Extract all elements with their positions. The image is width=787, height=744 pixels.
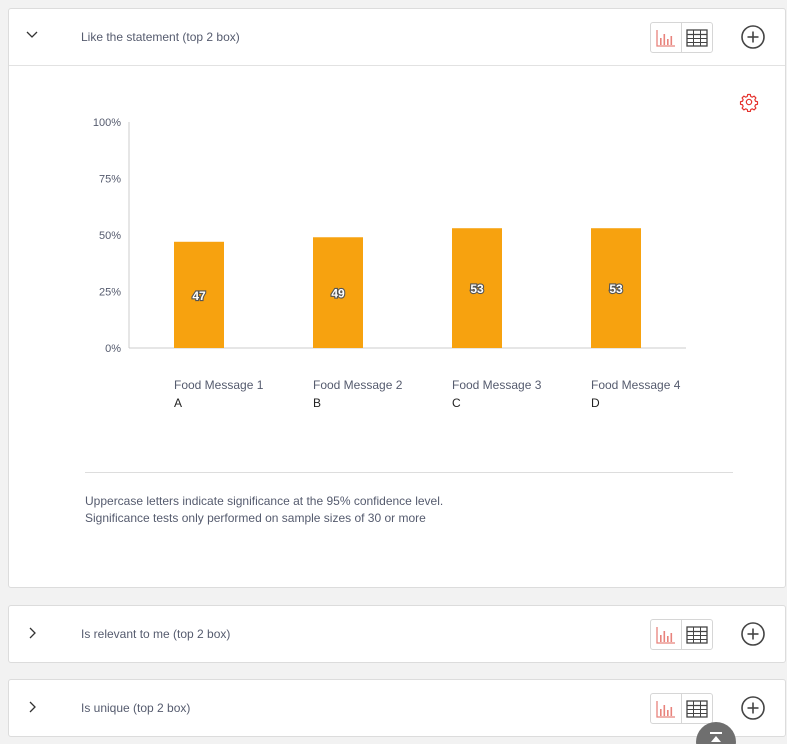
chevron-down-icon[interactable]	[25, 28, 39, 42]
significance-letter: C	[452, 396, 461, 410]
bar	[452, 228, 502, 348]
significance-letter: B	[313, 396, 321, 410]
y-tick-label: 100%	[93, 117, 121, 129]
panel-header[interactable]: Is relevant to me (top 2 box)	[9, 606, 785, 662]
x-tick-label: Food Message 4	[591, 378, 681, 392]
chart-view-button[interactable]	[651, 23, 681, 52]
y-tick-label: 50%	[99, 230, 121, 242]
panel-header[interactable]: Like the statement (top 2 box)	[9, 9, 785, 65]
bar-chart: 100% 75% 50% 25% 0% 47 Food Message 1 A 49 Food M…	[93, 117, 686, 410]
table-icon	[686, 699, 708, 718]
view-toggle	[650, 693, 713, 724]
x-tick-label: Food Message 3	[452, 378, 542, 392]
bar	[174, 241, 224, 348]
y-tick-label: 75%	[99, 174, 121, 186]
table-view-button[interactable]	[681, 23, 712, 52]
data-label: 49	[331, 287, 345, 301]
y-tick-label: 0%	[105, 343, 121, 355]
scroll-to-top-button[interactable]	[696, 722, 736, 744]
divider	[85, 472, 733, 473]
chevron-right-icon[interactable]	[25, 626, 39, 640]
plus-circle-icon[interactable]	[740, 24, 766, 50]
data-label: 47	[192, 289, 206, 303]
sample-size-note: Significance tests only performed on sam…	[85, 511, 426, 525]
x-tick-label: Food Message 2	[313, 378, 403, 392]
chart-area: 100% 75% 50% 25% 0% 47 Food Message 1 A 49 Food M…	[9, 65, 785, 587]
plus-circle-icon[interactable]	[740, 695, 766, 721]
significance-note: Uppercase letters indicate significance …	[85, 494, 444, 508]
chart-view-button[interactable]	[651, 620, 681, 649]
bar-chart-icon	[656, 626, 676, 644]
significance-letter: A	[174, 396, 182, 410]
gear-icon[interactable]	[739, 92, 759, 112]
data-label: 53	[609, 282, 623, 296]
arrow-up-icon	[710, 732, 722, 742]
data-label: 53	[470, 282, 484, 296]
table-view-button[interactable]	[681, 620, 712, 649]
bar-chart-icon	[656, 700, 676, 718]
question-title: Is relevant to me (top 2 box)	[81, 627, 231, 641]
x-tick-label: Food Message 1	[174, 378, 264, 392]
plus-circle-icon[interactable]	[740, 621, 766, 647]
question-title: Like the statement (top 2 box)	[81, 30, 240, 44]
table-icon	[686, 28, 708, 47]
bar-chart-icon	[656, 29, 676, 47]
question-panel-relevant: Is relevant to me (top 2 box)	[8, 605, 786, 663]
significance-letter: D	[591, 396, 600, 410]
bar	[313, 237, 363, 348]
question-panel-like-statement: Like the statement (top 2 box)	[8, 8, 786, 588]
chevron-right-icon[interactable]	[25, 700, 39, 714]
question-panel-unique: Is unique (top 2 box)	[8, 679, 786, 737]
table-icon	[686, 625, 708, 644]
view-toggle	[650, 22, 713, 53]
panel-header[interactable]: Is unique (top 2 box)	[9, 680, 785, 736]
y-tick-label: 25%	[99, 287, 121, 299]
chart-view-button[interactable]	[651, 694, 681, 723]
table-view-button[interactable]	[681, 694, 712, 723]
bar	[591, 228, 641, 348]
view-toggle	[650, 619, 713, 650]
question-title: Is unique (top 2 box)	[81, 701, 191, 715]
